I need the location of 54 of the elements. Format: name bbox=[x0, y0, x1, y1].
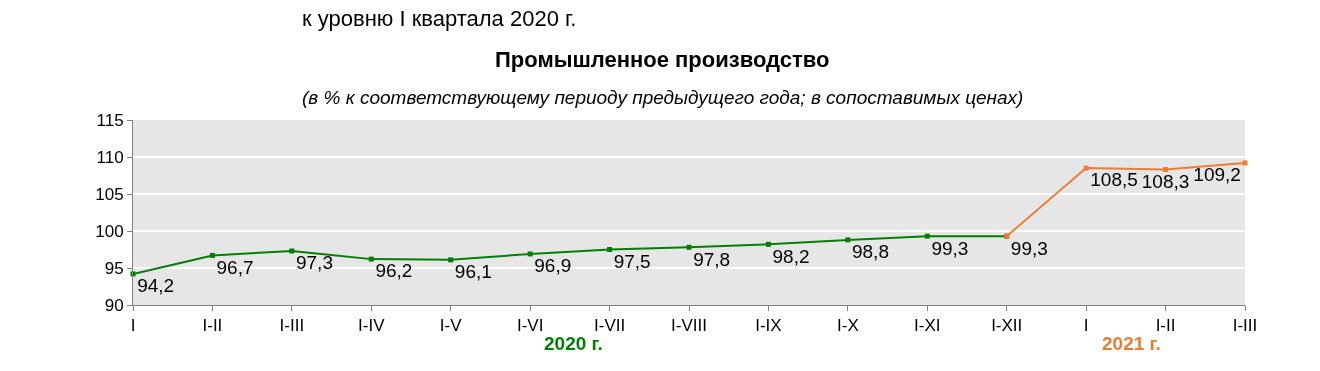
x-tick-label: I-XI bbox=[914, 316, 941, 336]
x-tick-label: I bbox=[130, 316, 136, 336]
x-tick-label: I-XII bbox=[991, 316, 1023, 336]
point bbox=[924, 233, 930, 239]
y-tick-label: 115 bbox=[96, 110, 124, 130]
data-label: 97,8 bbox=[693, 248, 731, 270]
text: 2020 г. bbox=[544, 333, 603, 354]
data-label: 96,9 bbox=[534, 255, 572, 277]
y-tick-label: 100 bbox=[95, 221, 124, 241]
text: 2021 г. bbox=[1102, 333, 1161, 354]
x-tick-label: I bbox=[1083, 316, 1089, 336]
point bbox=[448, 257, 454, 263]
data-label: 99,3 bbox=[1010, 237, 1048, 259]
data-label: 98,2 bbox=[772, 245, 810, 267]
point bbox=[209, 252, 215, 258]
x-tick-label: I-VIII bbox=[671, 316, 707, 336]
point bbox=[1242, 160, 1248, 166]
point bbox=[368, 256, 374, 262]
x-tick-label: I-VI bbox=[516, 316, 544, 336]
point bbox=[845, 237, 851, 243]
y-tick-label: 90 bbox=[104, 295, 124, 315]
data-label: 98,8 bbox=[851, 241, 889, 263]
data-label: 99,3 bbox=[931, 237, 969, 259]
x-tick-label: I-IX bbox=[755, 316, 782, 336]
x-tick-label: I-IV bbox=[358, 316, 386, 336]
point bbox=[765, 241, 771, 247]
x-tick-label: I-X bbox=[836, 316, 859, 336]
x-tick-label: I-III bbox=[279, 316, 305, 336]
data-label: 96,2 bbox=[375, 260, 413, 282]
y-tick-label: 110 bbox=[96, 147, 124, 167]
data-label: 97,3 bbox=[295, 252, 333, 274]
x-tick-label: I-II bbox=[202, 316, 223, 336]
point bbox=[1083, 165, 1089, 171]
point bbox=[607, 247, 613, 252]
point bbox=[527, 251, 533, 257]
data-label: 108,3 bbox=[1141, 170, 1190, 192]
text: к уровню I квартала 2020 г. bbox=[302, 6, 577, 31]
y-tick-label: 95 bbox=[104, 258, 124, 278]
x-tick-label: I-III bbox=[1232, 316, 1258, 336]
x-tick-label: I-VII bbox=[593, 316, 626, 336]
data-label: 94,2 bbox=[137, 275, 175, 297]
chart-subtitle: (в % к соответствующему периоду предыдущего года; в сопоставимых ценах) bbox=[302, 87, 1024, 108]
chart-title: Промышленное производство bbox=[495, 47, 830, 72]
point bbox=[686, 244, 692, 250]
data-label: 109,2 bbox=[1193, 164, 1241, 186]
point bbox=[1163, 167, 1169, 173]
x-tick-label: I-II bbox=[1155, 316, 1176, 336]
data-label: 97,5 bbox=[613, 250, 651, 272]
data-label: 96,7 bbox=[216, 256, 254, 278]
data-label: 96,1 bbox=[454, 261, 492, 283]
data-label: 108,5 bbox=[1090, 169, 1138, 191]
point bbox=[289, 248, 295, 254]
y-tick-label: 105 bbox=[95, 184, 124, 204]
x-tick-label: I-V bbox=[439, 316, 463, 336]
